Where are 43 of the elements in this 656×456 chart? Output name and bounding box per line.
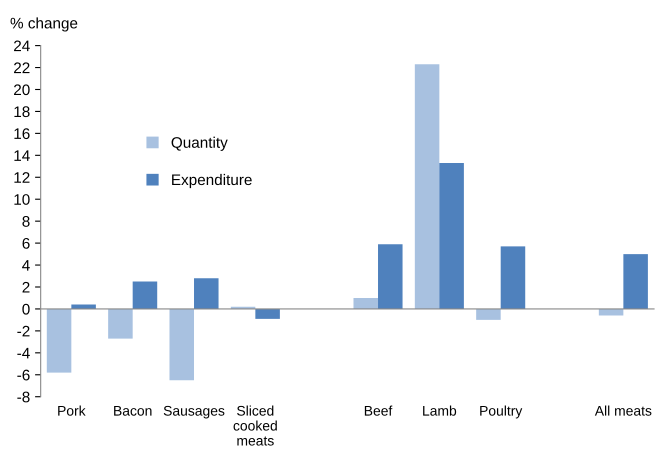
y-tick-label: 16 (14, 128, 30, 140)
y-tick-label: 2 (22, 282, 30, 293)
x-tick-label: Pork (58, 406, 86, 416)
bar (255, 308, 280, 319)
x-tick-label: All meats (594, 406, 652, 416)
bar (46, 308, 72, 373)
x-tick-label: Poultry (480, 406, 522, 418)
x-tick-label: Lamb (423, 406, 456, 416)
y-tick-label: -8 (17, 392, 30, 402)
bar (71, 304, 96, 309)
y-tick-label: 14 (14, 150, 30, 161)
bar (108, 308, 133, 339)
bar (353, 298, 378, 309)
bar (378, 244, 403, 309)
y-tick-label: 20 (14, 84, 30, 96)
y-tick-label: 18 (14, 106, 30, 118)
y-tick-label: -4 (17, 348, 30, 358)
x-tick-label: Beef (364, 406, 392, 416)
bar (414, 64, 440, 309)
y-tick-label: -6 (17, 370, 30, 380)
y-tick-label: 4 (22, 260, 30, 271)
bar (500, 246, 526, 309)
bar (476, 308, 501, 320)
y-tick-label: 22 (14, 62, 30, 74)
x-tick-label: Sausages (164, 406, 224, 418)
bar (132, 282, 158, 309)
y-tick-label: 24 (14, 40, 30, 52)
legend-label: Expenditure (172, 174, 252, 188)
bar (439, 163, 464, 309)
bar (598, 308, 624, 316)
y-tick-label: 6 (22, 238, 30, 249)
bar (623, 254, 648, 309)
x-tick-label: Bacon (114, 406, 152, 416)
y-tick-label: 10 (14, 194, 30, 205)
y-tick-label: 8 (22, 216, 30, 227)
y-tick-label: -2 (17, 326, 30, 336)
legend-label: Quantity (172, 136, 228, 151)
y-axis-title: % change (10, 17, 78, 32)
bar (194, 278, 219, 309)
bar (169, 308, 194, 380)
y-tick-label: 12 (14, 172, 30, 183)
x-tick-label: Sliced cooked meats (234, 406, 277, 446)
y-tick-label: 0 (22, 304, 30, 315)
